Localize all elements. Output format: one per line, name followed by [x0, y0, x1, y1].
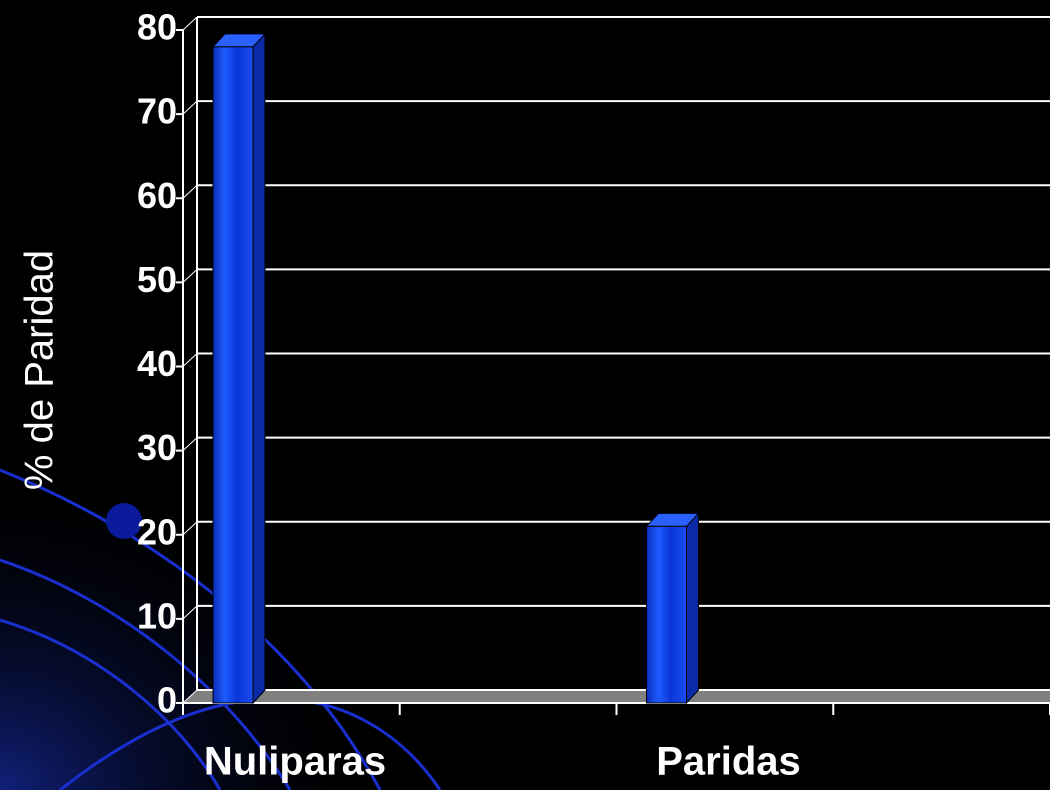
grid-line-side — [182, 605, 198, 620]
y-tick-label: 80 — [137, 7, 177, 48]
background-glow — [0, 430, 420, 790]
x-tick-label: Nuliparas — [204, 740, 386, 784]
grid-line-side — [182, 100, 198, 115]
y-axis-title: % de Paridad — [18, 250, 62, 490]
y-tick-label: 20 — [137, 511, 177, 552]
bar — [212, 46, 254, 704]
grid-line-side — [182, 269, 198, 283]
y-tick-label: 70 — [137, 91, 177, 132]
y-tick-label: 10 — [137, 595, 177, 636]
bar-side — [252, 32, 266, 705]
y-tick-label: 0 — [157, 680, 177, 721]
grid-line-side — [182, 184, 198, 199]
decor-dot — [106, 503, 142, 539]
grid-line-side — [182, 353, 198, 367]
bar-side — [686, 512, 699, 705]
grid-line-side — [182, 437, 198, 451]
x-tick-label: Paridas — [656, 740, 801, 784]
y-tick-label: 30 — [137, 427, 177, 468]
y-tick-label: 40 — [137, 343, 177, 384]
grid-line-side — [182, 689, 198, 704]
y-tick-label: 60 — [137, 175, 177, 216]
grid-line-side — [182, 521, 198, 536]
bar — [646, 525, 687, 704]
grid-line-side — [182, 16, 198, 31]
y-tick-label: 50 — [137, 259, 177, 300]
floor — [183, 690, 1050, 703]
